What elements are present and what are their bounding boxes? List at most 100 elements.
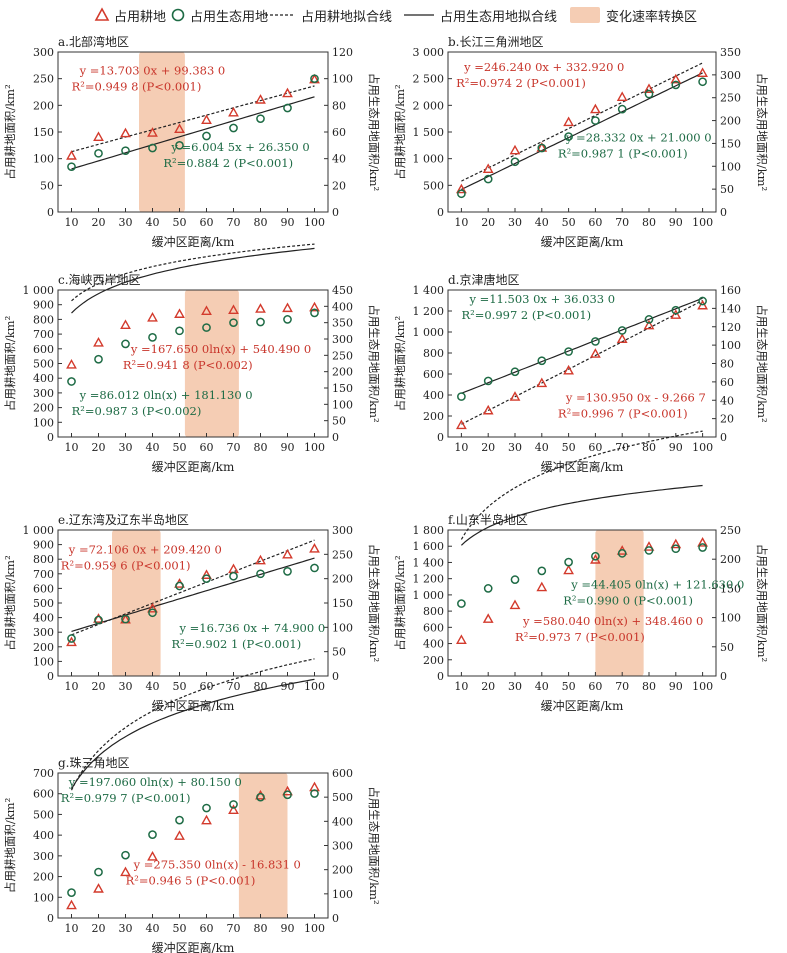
y-left-tick-label: 400 [33, 612, 54, 625]
cropland-fit-line [71, 539, 315, 636]
eco-point [283, 103, 292, 113]
eco-fit-line [71, 247, 315, 314]
y-right-tick-label: 400 [332, 300, 353, 313]
cropland-r2: R²=0.959 6 (P<0.001) [61, 558, 191, 572]
x-tick-label: 60 [588, 441, 602, 454]
legend-cropland-label: 占用耕地 [114, 9, 167, 25]
x-tick-label: 100 [304, 922, 325, 935]
y-right-tick-label: 300 [332, 840, 353, 853]
eco-r2: R²=0.987 1 (P<0.001) [558, 147, 688, 161]
x-tick-label: 100 [304, 216, 325, 229]
x-tick-label: 70 [227, 922, 241, 935]
y-right-tick-label: 80 [720, 358, 734, 371]
cropland-r2: R²=0.996 7 (P<0.001) [558, 407, 688, 421]
y-left-tick-label: 1 000 [23, 284, 55, 297]
y-right-tick-label: 0 [332, 431, 339, 444]
y-right-tick-label: 300 [332, 524, 353, 537]
y-right-axis-label: 占用生态用地面积/km² [755, 544, 769, 662]
legend-cropland-marker: 占用耕地 [94, 6, 167, 25]
eco-r2: R²=0.990 0 (P<0.001) [563, 593, 693, 607]
x-tick-label: 40 [535, 216, 549, 229]
x-tick-label: 50 [562, 216, 576, 229]
y-right-tick-label: 50 [332, 415, 346, 428]
eco-point [283, 790, 292, 800]
y-right-tick-label: 200 [332, 573, 353, 586]
eco-point [229, 800, 238, 809]
x-tick-label: 100 [692, 441, 713, 454]
cropland-point [228, 563, 239, 574]
eco-equation: y =6.004 5x + 26.350 0 [170, 140, 309, 154]
y-left-tick-label: 0 [47, 431, 54, 444]
cropland-r2: R²=0.946 5 (P<0.001) [126, 874, 256, 888]
cropland-point [120, 127, 131, 138]
eco-fit-line [71, 557, 315, 632]
y-right-tick-label: 160 [720, 284, 741, 297]
x-tick-label: 50 [562, 680, 576, 693]
chart-title: a.北部湾地区 [58, 34, 129, 49]
eco-point [591, 337, 600, 346]
eco-point [148, 608, 157, 618]
cropland-point [66, 150, 77, 160]
eco-point [510, 367, 520, 377]
x-tick-label: 50 [562, 441, 576, 454]
eco-point [67, 162, 76, 172]
eco-fit-line [71, 96, 315, 170]
eco-r2: R²=0.884 2 (P<0.001) [163, 156, 293, 170]
eco-point [256, 114, 265, 124]
eco-point [617, 549, 627, 558]
eco-point [564, 347, 573, 356]
y-left-tick-label: 1 000 [413, 589, 445, 602]
cropland-fit-line [70, 658, 315, 791]
x-tick-label: 90 [669, 216, 683, 229]
y-right-tick-label: 140 [720, 302, 741, 315]
eco-point [537, 356, 547, 366]
y-left-tick-label: 300 [33, 626, 54, 639]
eco-fit-line [461, 297, 703, 394]
y-right-tick-label: 60 [720, 376, 734, 389]
cropland-point [282, 785, 293, 796]
y-left-tick-label: 1 200 [413, 305, 445, 318]
y-left-tick-label: 0 [47, 670, 54, 683]
eco-point [644, 315, 654, 324]
cropland-point [282, 548, 293, 559]
x-tick-label: 60 [200, 216, 214, 229]
y-left-tick-label: 700 [33, 767, 54, 780]
y-right-tick-label: 120 [720, 321, 741, 334]
eco-r2: R²=0.979 7 (P<0.001) [61, 791, 191, 805]
eco-r2: R²=0.902 1 (P<0.001) [172, 637, 302, 651]
eco-point [121, 146, 130, 156]
x-tick-label: 20 [92, 680, 106, 693]
cropland-point [563, 364, 574, 375]
eco-point [256, 317, 265, 327]
x-tick-label: 50 [173, 680, 187, 693]
y-right-tick-label: 150 [332, 382, 353, 395]
cropland-point [147, 311, 158, 322]
y-right-tick-label: 300 [332, 333, 353, 346]
y-left-tick-label: 200 [33, 871, 54, 884]
y-right-tick-label: 250 [720, 92, 741, 105]
cropland-point [93, 336, 104, 347]
x-tick-label: 10 [454, 441, 468, 454]
eco-point [310, 789, 319, 798]
x-tick-label: 50 [173, 216, 187, 229]
zone-swatch-icon [570, 7, 600, 23]
x-tick-label: 10 [65, 216, 79, 229]
eco-equation: y =86.012 0ln(x) + 181.130 0 [79, 388, 253, 402]
x-tick-label: 30 [119, 680, 133, 693]
y-left-tick-label: 100 [33, 891, 54, 904]
y-right-tick-label: 100 [720, 612, 741, 625]
cropland-point [509, 599, 521, 610]
y-right-tick-label: 0 [332, 206, 339, 219]
eco-point [94, 354, 103, 364]
cropland-equation: y =72.106 0x + 209.420 0 [68, 542, 222, 556]
eco-equation: y =44.405 0ln(x) + 121.630 0 [570, 577, 744, 591]
cropland-point [255, 94, 266, 104]
x-tick-label: 90 [281, 441, 295, 454]
triangle-icon [94, 7, 110, 21]
eco-point [310, 308, 319, 318]
y-left-tick-label: 2 500 [413, 73, 445, 86]
eco-point [175, 815, 184, 825]
x-tick-label: 90 [281, 680, 295, 693]
cropland-point [147, 127, 158, 137]
y-left-tick-label: 800 [33, 553, 54, 566]
